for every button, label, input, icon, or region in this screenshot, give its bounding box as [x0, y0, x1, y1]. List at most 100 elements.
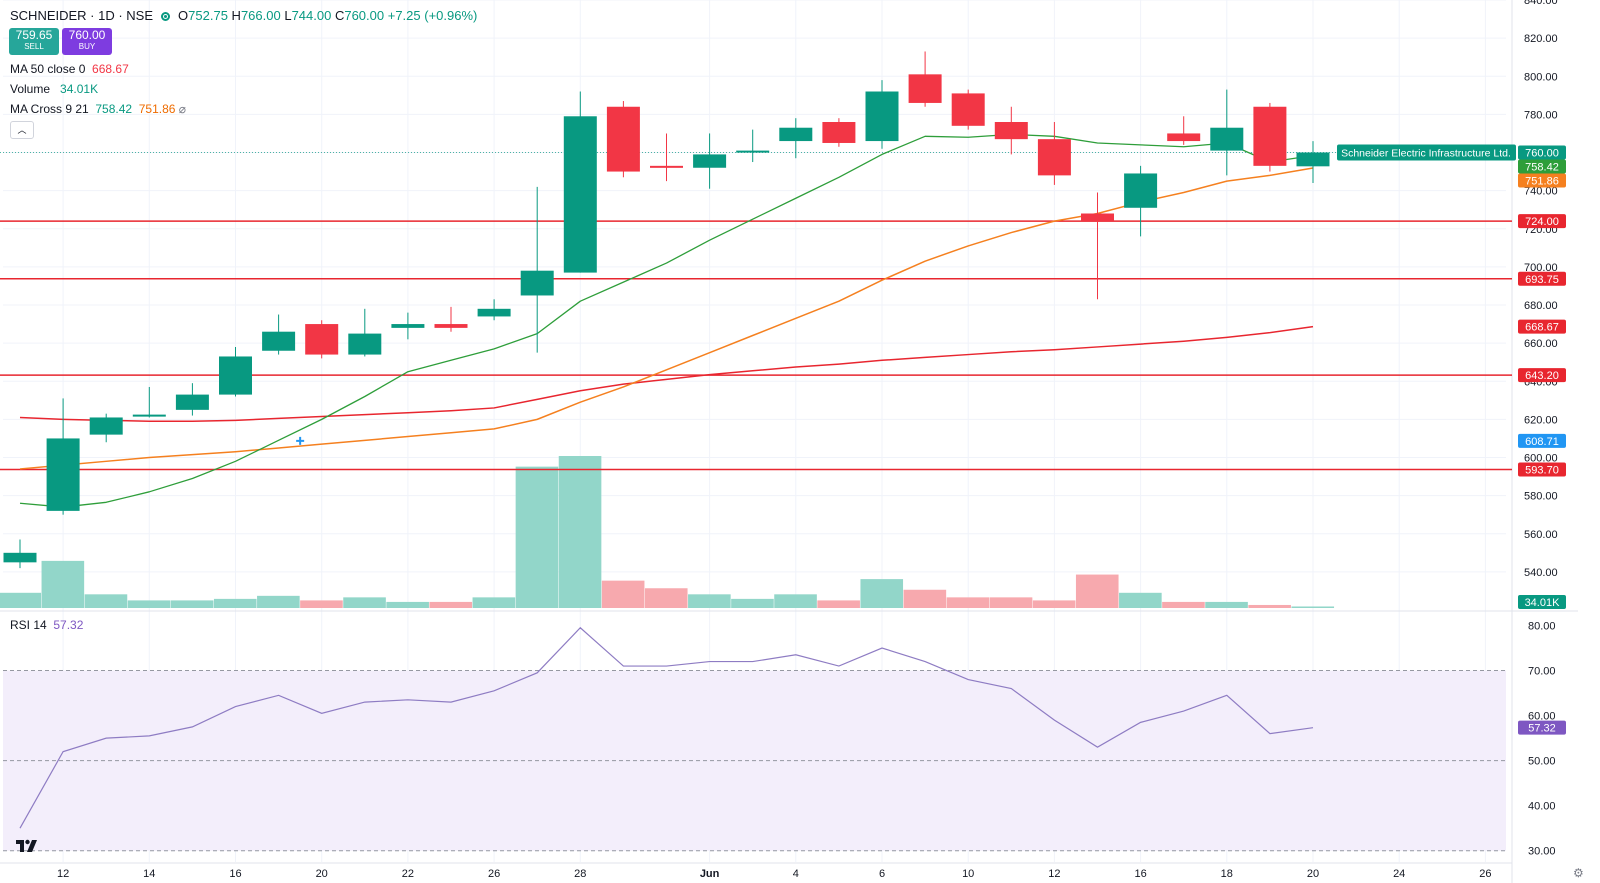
- price-tick-label: 620.00: [1524, 414, 1558, 426]
- price-tick-label: 700.00: [1524, 262, 1558, 274]
- volume-bar: [860, 579, 904, 608]
- time-tick-label: 18: [1221, 868, 1233, 880]
- hidden-eye-icon[interactable]: ⌀: [178, 102, 187, 116]
- price-axis-label-bg: [1518, 271, 1566, 286]
- ma50-line: [19, 325, 1314, 423]
- time-tick-label: 28: [574, 868, 586, 880]
- volume-bar: [257, 595, 300, 608]
- symbol-callout: Schneider Electric Infrastructure Ltd.: [1341, 148, 1511, 160]
- price-tick-label: 540.00: [1524, 567, 1558, 579]
- volume-axis-label: 34.01K: [1525, 597, 1561, 609]
- rsi-axis-label: 57.32: [1528, 723, 1556, 735]
- time-tick-label: 10: [962, 868, 974, 880]
- ohlc-close-value: 760.00: [344, 8, 385, 23]
- candle-body: [305, 324, 339, 355]
- symbol-title[interactable]: SCHNEIDER · 1D · NSE: [10, 8, 154, 23]
- price-tick-label: 560.00: [1524, 529, 1558, 541]
- ohlc-open-value: 752.75: [188, 8, 228, 23]
- chevron-up-icon: ︿: [17, 125, 27, 135]
- macross-fast-value: 758.42: [95, 102, 133, 116]
- volume-bar: [817, 600, 860, 608]
- candle-body: [994, 122, 1028, 140]
- volume-bar: [0, 592, 42, 608]
- collapse-legend-button[interactable]: ︿: [10, 121, 34, 139]
- ma50-value: 668.67: [92, 62, 129, 76]
- candle-body: [434, 324, 468, 328]
- price-tick-label: 740.00: [1524, 186, 1558, 198]
- ohlc-high-value: 766.00: [240, 8, 281, 23]
- rsi-line: [19, 626, 1314, 829]
- tradingview-logo-icon[interactable]: [15, 838, 41, 854]
- candle-body: [736, 150, 770, 153]
- price-axis-label: 758.42: [1525, 162, 1559, 174]
- price-tick-label: 660.00: [1524, 338, 1558, 350]
- price-axis-label-bg: [1518, 319, 1566, 334]
- candle-body: [89, 417, 123, 435]
- sell-button[interactable]: 759.65 SELL: [9, 28, 59, 55]
- sell-price: 759.65: [15, 28, 53, 42]
- rsi-label: RSI 14: [10, 618, 47, 632]
- volume-bar: [170, 600, 214, 608]
- candle-body: [822, 122, 856, 143]
- ma50-legend[interactable]: MA 50 close 0 668.67: [10, 62, 129, 76]
- macross-legend[interactable]: MA Cross 9 21 758.42 751.86 ⌀: [10, 102, 186, 116]
- price-axis-label-bg: [1518, 214, 1566, 229]
- rsi-tick-label: 70.00: [1528, 666, 1556, 678]
- volume-bar: [515, 466, 559, 608]
- candle-body: [693, 154, 727, 168]
- price-axis-label-bg: [1518, 462, 1566, 477]
- candle-body: [219, 356, 252, 395]
- time-tick-label: 12: [1048, 868, 1060, 880]
- candle-body: [563, 116, 597, 273]
- candle-body: [1037, 139, 1071, 176]
- market-status-icon: [161, 12, 171, 21]
- price-axis-label-bg: [1518, 368, 1566, 383]
- volume-legend[interactable]: Volume 34.01K: [10, 82, 98, 96]
- time-tick-label: 14: [143, 868, 155, 880]
- candle-body: [477, 308, 511, 317]
- ohlc-high-key: H: [231, 8, 241, 23]
- settings-gear-icon[interactable]: ⚙: [1573, 866, 1584, 880]
- candle-body: [908, 74, 942, 103]
- volume-bar: [472, 597, 516, 608]
- volume-label: Volume: [10, 82, 51, 96]
- time-tick-label: Jun: [700, 868, 720, 880]
- time-tick-label: 24: [1393, 868, 1405, 880]
- candle-body: [262, 331, 296, 351]
- price-axis-label: 760.00: [1525, 148, 1559, 160]
- volume-bar: [300, 600, 343, 608]
- ohlc-low-key: L: [284, 8, 292, 23]
- volume-bar: [903, 589, 947, 608]
- candle-body: [1210, 127, 1244, 151]
- rsi-tick-label: 60.00: [1528, 711, 1556, 723]
- rsi-legend[interactable]: RSI 14 57.32: [10, 618, 83, 632]
- candle-body: [132, 414, 166, 417]
- time-tick-label: 16: [1134, 868, 1146, 880]
- price-axis-label-bg: [1518, 173, 1566, 188]
- volume-bar: [1205, 601, 1248, 608]
- volume-bar: [386, 601, 429, 608]
- candle-body: [1253, 106, 1287, 166]
- ohlc-open-key: O: [178, 8, 189, 23]
- buy-button[interactable]: 760.00 BUY: [62, 28, 112, 55]
- macross-label: MA Cross 9 21: [10, 102, 89, 116]
- time-tick-label: 12: [57, 868, 69, 880]
- candle-body: [175, 394, 209, 410]
- candle-body: [1296, 152, 1330, 167]
- price-tick-label: 820.00: [1524, 33, 1558, 45]
- time-tick-label: 4: [793, 868, 799, 880]
- rsi-value: 57.32: [53, 618, 84, 632]
- volume-bar: [343, 597, 386, 608]
- price-tick-label: 600.00: [1524, 453, 1558, 465]
- time-tick-label: 26: [1479, 868, 1491, 880]
- price-axis-label: 668.67: [1525, 322, 1559, 334]
- price-axis-label-bg: [1518, 433, 1566, 448]
- time-tick-label: 26: [488, 868, 500, 880]
- time-tick-label: 22: [402, 868, 414, 880]
- rsi-tick-label: 40.00: [1528, 801, 1556, 813]
- volume-bar: [688, 594, 731, 608]
- time-tick-label: 20: [1307, 868, 1319, 880]
- candle-body: [865, 91, 899, 142]
- price-tick-label: 800.00: [1524, 71, 1558, 83]
